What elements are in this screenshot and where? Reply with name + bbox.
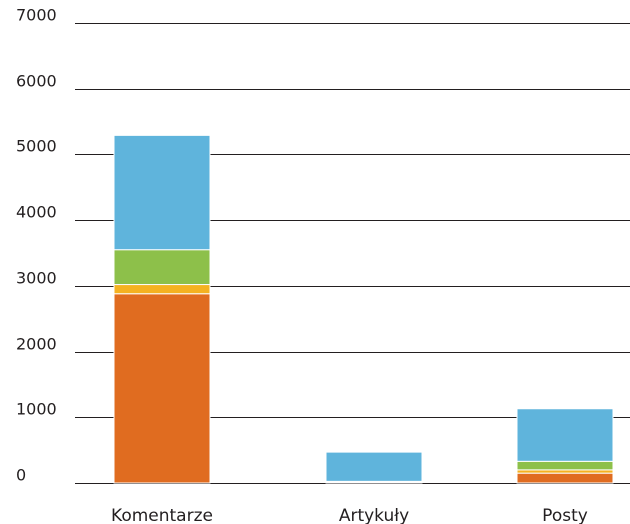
y-tick-label-3000: 3000 bbox=[16, 269, 57, 288]
bars bbox=[113, 134, 614, 484]
bar-komentarze-segment-4 bbox=[113, 134, 211, 251]
y-tick-label-5000: 5000 bbox=[16, 137, 57, 156]
x-category-label-komentarze: Komentarze bbox=[111, 506, 213, 524]
bar-posty-segment-1 bbox=[516, 472, 614, 484]
y-axis-tick-labels: 0 1000 2000 3000 4000 5000 6000 7000 bbox=[16, 6, 57, 485]
x-category-label-artyku-y: Artykuły bbox=[339, 506, 409, 524]
bar-posty-segment-4 bbox=[516, 408, 614, 462]
y-tick-label-7000: 7000 bbox=[16, 6, 57, 25]
y-tick-label-6000: 6000 bbox=[16, 72, 57, 91]
y-tick-label-4000: 4000 bbox=[16, 203, 57, 222]
x-category-label-posty: Posty bbox=[542, 506, 588, 524]
bar-komentarze-segment-3 bbox=[113, 249, 211, 286]
y-tick-label-1000: 1000 bbox=[16, 400, 57, 419]
y-tick-label-2000: 2000 bbox=[16, 335, 57, 354]
bar-komentarze-segment-1 bbox=[113, 293, 211, 484]
bar-komentarze-segment-2 bbox=[113, 284, 211, 295]
y-tick-label-0: 0 bbox=[16, 466, 26, 485]
bar-artyku-y-segment-4 bbox=[325, 451, 423, 482]
bar-posty-segment-3 bbox=[516, 460, 614, 471]
x-axis-category-labels: Komentarze Artykuły Posty bbox=[111, 506, 588, 524]
